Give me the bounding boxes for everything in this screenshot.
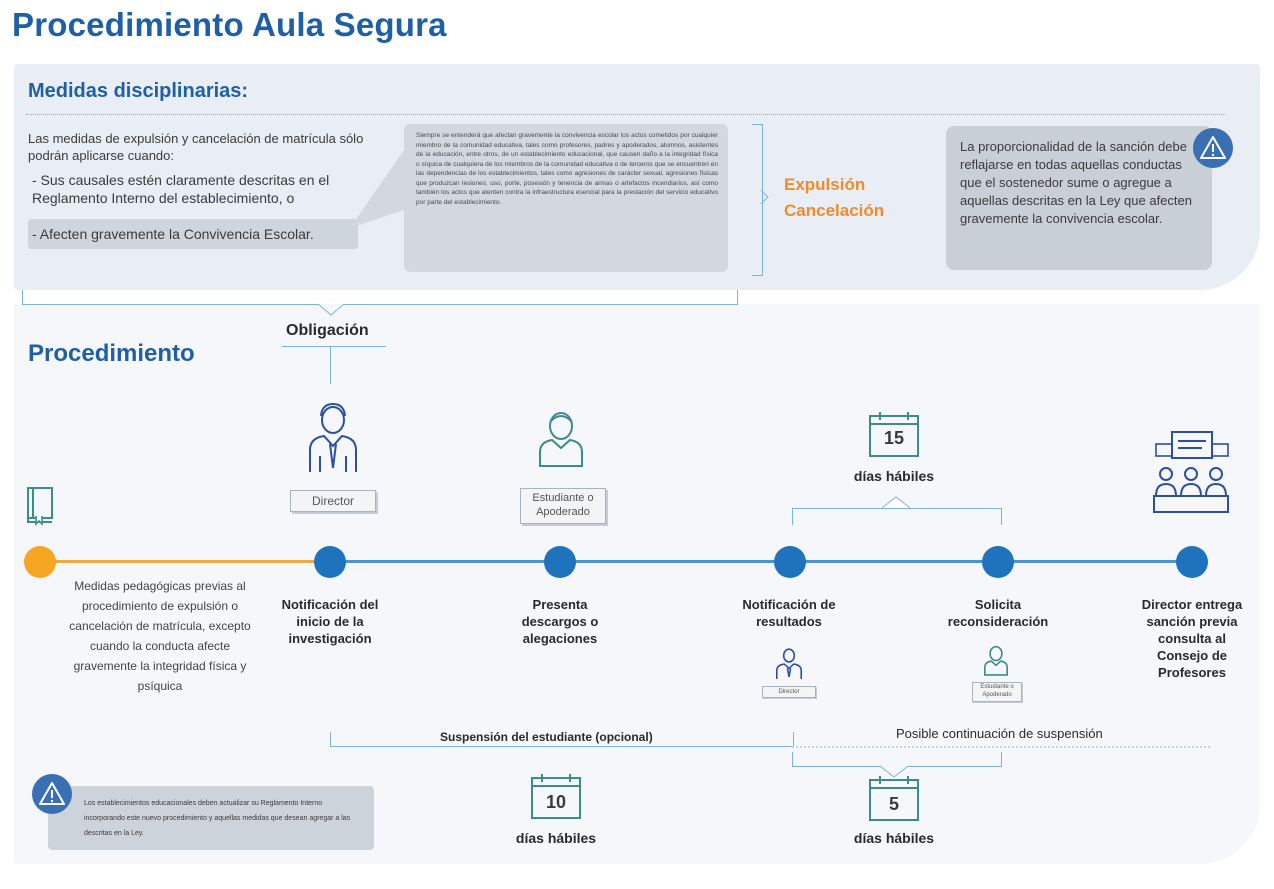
proportionality-box bbox=[946, 126, 1212, 270]
bracket-tip bbox=[882, 496, 910, 509]
condition-1: - Sus causales estén claramente descrita… bbox=[32, 172, 330, 206]
timeline-dot-notificacion bbox=[314, 546, 346, 578]
step-line: reconsideración bbox=[947, 614, 1049, 629]
suspension-bracket bbox=[330, 732, 794, 747]
bracket-tip bbox=[880, 765, 908, 778]
procedimiento-heading: Procedimiento bbox=[28, 340, 195, 367]
outcome-expulsion: Expulsión bbox=[784, 175, 866, 194]
deadline-10-number: 10 bbox=[545, 792, 567, 812]
callout-pointer bbox=[350, 150, 404, 228]
calendar-icon bbox=[869, 776, 919, 821]
timeline-dot-sancion bbox=[1176, 546, 1208, 578]
step-line: descargos o bbox=[521, 614, 599, 629]
book-icon bbox=[27, 487, 53, 526]
deadline-15-label: días hábiles bbox=[853, 468, 935, 484]
step-line: investigación bbox=[288, 631, 372, 646]
step-line: Solicita bbox=[974, 597, 1022, 612]
timeline-dot-reconsideracion bbox=[982, 546, 1014, 578]
proportionality-text: La proporcionalidad de la sanción debe r… bbox=[960, 139, 1192, 226]
step-line: consulta al bbox=[1158, 631, 1226, 646]
definition-box bbox=[404, 124, 728, 272]
bracket-tip bbox=[760, 190, 769, 204]
student-person-icon bbox=[539, 412, 583, 467]
calendar-icon bbox=[531, 774, 581, 819]
step-line: inicio de la bbox=[296, 614, 364, 629]
step-line: Notificación del bbox=[281, 597, 379, 612]
student-tag-line1: Estudiante o bbox=[532, 492, 594, 504]
medidas-heading: Medidas disciplinarias: bbox=[28, 80, 249, 102]
timeline-dot-descargos bbox=[544, 546, 576, 578]
previous-measures-text: Medidas pedagógicas previas al procedimi… bbox=[69, 579, 251, 693]
director-tag: Director bbox=[290, 490, 376, 512]
warning-icon bbox=[1193, 128, 1233, 168]
step-line: resultados bbox=[756, 614, 822, 629]
step-line: Director entrega bbox=[1141, 597, 1243, 612]
suspension-label: Suspensión del estudiante (opcional) bbox=[440, 730, 653, 744]
step-notificacion-inicio: Notificación del inicio de la investigac… bbox=[262, 596, 398, 647]
step-presenta-descargos: Presenta descargos o alegaciones bbox=[500, 596, 620, 647]
outcome-cancelacion: Cancelación bbox=[784, 201, 885, 220]
page-title: Procedimiento Aula Segura bbox=[12, 6, 447, 43]
student-tag: Estudiante o Apoderado bbox=[520, 488, 606, 524]
obligacion-label: Obligación bbox=[286, 322, 369, 339]
deadline-15-number: 15 bbox=[883, 428, 905, 448]
procedimiento-panel bbox=[14, 304, 1260, 864]
definition-text: Siempre se entenderá que afectan graveme… bbox=[416, 132, 718, 206]
step-line: Consejo de bbox=[1156, 648, 1228, 663]
director-small-tag: Director bbox=[762, 686, 816, 698]
obligation-bracket bbox=[22, 290, 738, 305]
deadline-5-label: días hábiles bbox=[853, 830, 935, 846]
bracket-tip bbox=[318, 303, 344, 316]
timeline-dot-resultados bbox=[774, 546, 806, 578]
timeline-line bbox=[38, 560, 1192, 563]
director-person-icon bbox=[775, 648, 803, 679]
timeline-dot-previous bbox=[24, 546, 56, 578]
deadline-10-label: días hábiles bbox=[515, 830, 597, 846]
deadline-15-bracket bbox=[792, 508, 1002, 525]
student-small-tag: Estudiante o Apoderado bbox=[972, 682, 1022, 702]
step-director-entrega-sancion: Director entrega sanción previa consulta… bbox=[1130, 596, 1254, 681]
step-line: Notificación de bbox=[742, 597, 836, 612]
note-box bbox=[48, 786, 374, 850]
calendar-icon bbox=[869, 412, 919, 457]
outcome-bracket bbox=[752, 124, 763, 276]
student-tag-line2: Apoderado bbox=[536, 506, 590, 518]
obligacion-underline bbox=[282, 346, 386, 347]
timeline-line-previous bbox=[38, 560, 330, 563]
obligacion-connector bbox=[330, 346, 331, 384]
step-line: sanción previa bbox=[1146, 614, 1238, 629]
step-line: Profesores bbox=[1158, 665, 1226, 680]
condition-2: - Afecten gravemente la Convivencia Esco… bbox=[32, 226, 314, 242]
step-solicita-reconsideracion: Solicita reconsideración bbox=[938, 596, 1058, 630]
warning-icon bbox=[32, 774, 72, 814]
step-line: alegaciones bbox=[522, 631, 598, 646]
medidas-intro: Las medidas de expulsión y cancelación d… bbox=[28, 131, 364, 163]
condition-2-highlight bbox=[28, 219, 358, 249]
student-person-icon bbox=[984, 645, 1008, 676]
step-notificacion-resultados: Notificación de resultados bbox=[724, 596, 854, 630]
suspension-continuation-dotted bbox=[792, 746, 1210, 748]
outcome-label: Expulsión Cancelación bbox=[784, 172, 884, 224]
deadline-5-number: 5 bbox=[888, 794, 899, 814]
step-line: Presenta bbox=[532, 597, 588, 612]
student-tag-line1: Estudiante o bbox=[980, 684, 1014, 690]
suspension-continuation-label: Posible continuación de suspensión bbox=[896, 726, 1103, 741]
student-tag-line2: Apoderado bbox=[982, 692, 1012, 698]
council-meeting-icon bbox=[1153, 431, 1229, 513]
note-text: Los establecimientos educacionales deben… bbox=[84, 800, 351, 837]
medidas-divider bbox=[26, 114, 1226, 115]
director-person-icon bbox=[309, 402, 357, 472]
